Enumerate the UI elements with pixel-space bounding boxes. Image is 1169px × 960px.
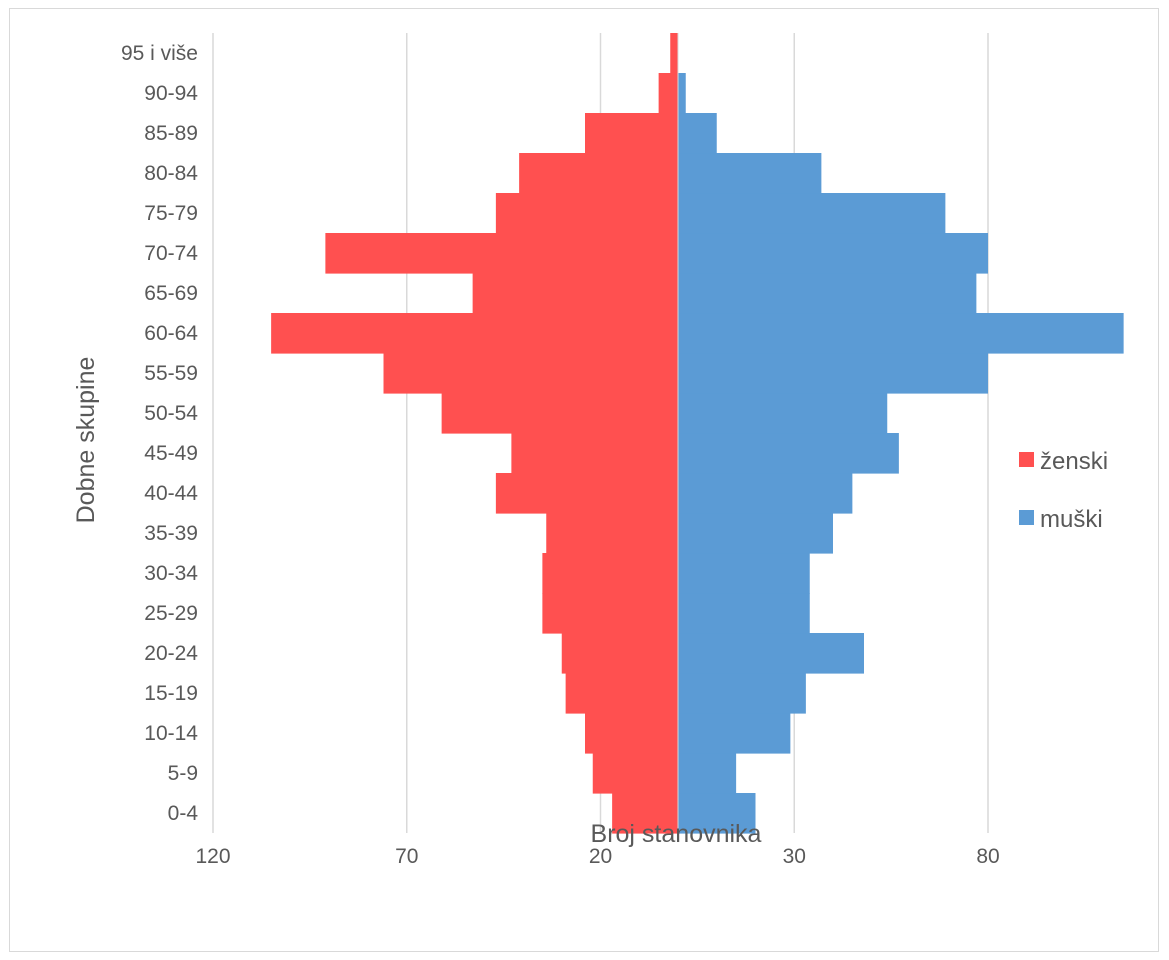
y-tick-label: 15-19: [144, 682, 198, 705]
x-axis-title: Broj stanovnika: [591, 820, 762, 848]
bar-zenski-60-64: [271, 313, 678, 354]
legend-label-muski: muški: [1040, 506, 1103, 533]
legend-swatch-muski: [1019, 510, 1034, 525]
bar-muski-20-24: [678, 633, 864, 674]
bar-muski-90-94: [678, 73, 686, 114]
y-tick-label: 65-69: [144, 282, 198, 305]
bars: [271, 33, 1124, 834]
bar-muski-70-74: [678, 233, 988, 274]
y-tick-label: 50-54: [144, 402, 198, 425]
bar-zenski-50-54: [441, 393, 678, 434]
bar-zenski-55-59: [383, 353, 678, 394]
bar-muski-25-29: [678, 593, 810, 634]
bar-zenski-75-79: [495, 193, 678, 234]
bar-zenski-95-i-više: [670, 33, 678, 74]
bar-zenski-15-19: [565, 673, 678, 714]
bar-zenski-90-94: [658, 73, 678, 114]
y-tick-label: 0-4: [168, 802, 199, 825]
x-tick-label: 70: [395, 845, 418, 868]
y-tick-label: 25-29: [144, 602, 198, 625]
bar-zenski-40-44: [495, 473, 678, 514]
y-axis-title: Dobne skupine: [72, 357, 100, 524]
bar-zenski-35-39: [546, 513, 678, 554]
bar-zenski-85-89: [585, 113, 678, 154]
x-tick-label: 20: [589, 845, 612, 868]
legend-label-zenski: ženski: [1040, 448, 1108, 475]
y-tick-label: 85-89: [144, 122, 198, 145]
bar-zenski-45-49: [511, 433, 678, 474]
y-tick-labels: 0-4 5-9 10-14 15-19 20-24 25-29 30-34 35-39 40-4…: [121, 42, 198, 825]
x-tick-label: 30: [783, 845, 806, 868]
bar-zenski-80-84: [519, 153, 678, 194]
bar-zenski-30-34: [542, 553, 678, 594]
x-tick-label: 80: [976, 845, 999, 868]
y-tick-label: 20-24: [144, 642, 198, 665]
x-tick-labels: 120 70 20 30 80: [195, 845, 999, 868]
bar-muski-85-89: [678, 113, 717, 154]
y-tick-label: 80-84: [144, 162, 198, 185]
legend-swatch-zenski: [1019, 452, 1034, 467]
y-tick-label: 90-94: [144, 82, 198, 105]
y-tick-label: 10-14: [144, 722, 198, 745]
y-tick-label: 30-34: [144, 562, 198, 585]
bar-muski-0-4: [678, 793, 756, 834]
bar-zenski-20-24: [561, 633, 678, 674]
bar-muski-50-54: [678, 393, 888, 434]
bar-zenski-10-14: [585, 713, 678, 754]
y-tick-label: 35-39: [144, 522, 198, 545]
y-tick-label: 70-74: [144, 242, 198, 265]
bar-muski-10-14: [678, 713, 791, 754]
bar-zenski-0-4: [612, 793, 678, 834]
bar-muski-5-9: [678, 753, 737, 794]
bar-muski-40-44: [678, 473, 853, 514]
bar-zenski-65-69: [472, 273, 678, 314]
bar-zenski-5-9: [592, 753, 678, 794]
y-tick-label: 45-49: [144, 442, 198, 465]
bar-muski-55-59: [678, 353, 988, 394]
bar-muski-65-69: [678, 273, 977, 314]
bar-zenski-25-29: [542, 593, 678, 634]
y-tick-label: 60-64: [144, 322, 198, 345]
x-tick-label: 120: [195, 845, 230, 868]
y-tick-label: 95 i više: [121, 42, 198, 65]
y-tick-label: 40-44: [144, 482, 198, 505]
bar-muski-60-64: [678, 313, 1124, 354]
bar-zenski-70-74: [325, 233, 678, 274]
y-tick-label: 5-9: [168, 762, 198, 785]
bar-muski-80-84: [678, 153, 822, 194]
y-tick-label: 75-79: [144, 202, 198, 225]
y-tick-label: 55-59: [144, 362, 198, 385]
bar-muski-45-49: [678, 433, 899, 474]
bar-muski-30-34: [678, 553, 810, 594]
bar-muski-75-79: [678, 193, 946, 234]
legend: ženski muški: [1019, 448, 1108, 533]
bar-muski-35-39: [678, 513, 833, 554]
bar-muski-15-19: [678, 673, 806, 714]
